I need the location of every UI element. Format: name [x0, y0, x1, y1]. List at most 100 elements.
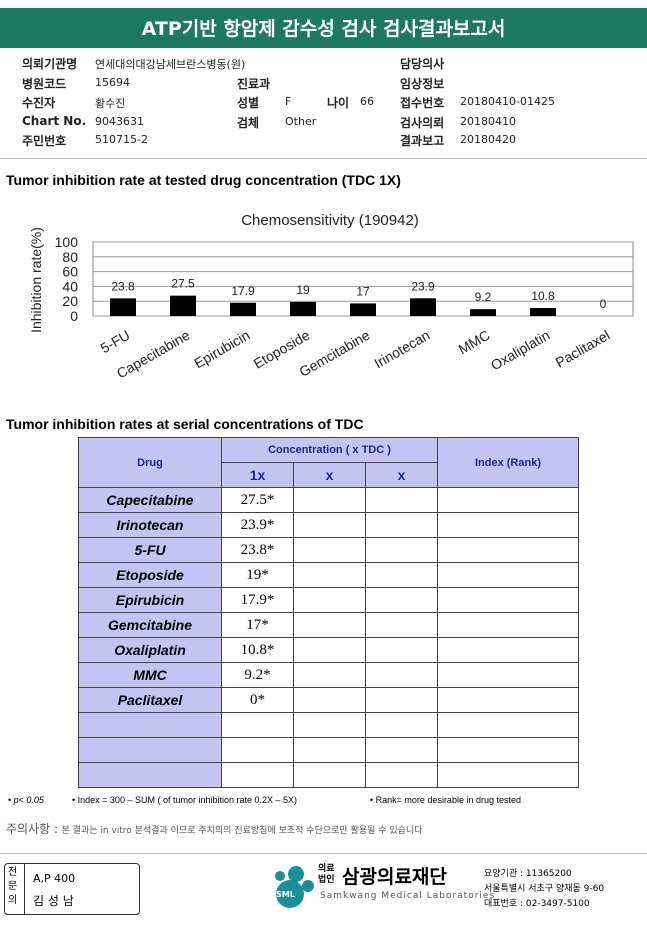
y-tick-label: 20 [62, 293, 78, 309]
empty-cell [365, 612, 438, 638]
table-row: Gemcitabine 17* [78, 612, 579, 638]
info-label: 담당의사 [400, 57, 445, 71]
y-tick-label: 80 [62, 249, 78, 265]
column-header: x [293, 462, 366, 488]
drug-cell: MMC [78, 662, 222, 688]
value-cell: 27.5* [221, 487, 294, 513]
bar [170, 295, 196, 316]
section-title: Tumor inhibition rate at tested drug con… [6, 172, 401, 188]
empty-cell [221, 712, 294, 738]
footnote: • Rank= more desirable in drug tested [370, 795, 521, 805]
footnote: • p< 0.05 [8, 795, 44, 805]
footnote-text: p< 0.05 [13, 795, 44, 805]
info-label: Chart No. [22, 114, 87, 128]
empty-cell [437, 587, 579, 613]
info-value: 20180410-01425 [460, 95, 555, 108]
info-value: 20180420 [460, 133, 516, 146]
empty-cell [293, 662, 366, 688]
info-value: 20180410 [460, 115, 516, 128]
empty-cell [365, 537, 438, 563]
empty-cell [365, 512, 438, 538]
drug-header: Drug [78, 437, 222, 488]
section-title: Tumor inhibition rates at serial concent… [6, 416, 364, 432]
table-row [78, 712, 579, 738]
table-row: Etoposide 19* [78, 562, 579, 588]
empty-cell [293, 587, 366, 613]
notice-label: 주의사항 : [6, 822, 59, 836]
data-label: 17 [356, 284, 370, 298]
bar [230, 302, 256, 316]
table-row [78, 762, 579, 788]
table-row: Epirubicin 17.9* [78, 587, 579, 613]
y-tick-label: 60 [62, 264, 78, 280]
info-value: Other [285, 115, 317, 128]
empty-cell [365, 712, 438, 738]
info-value: 연세대의대강남세브란스병동(원) [95, 58, 246, 71]
bar [410, 298, 436, 316]
info-value: 황수진 [95, 97, 126, 110]
info-label: 의뢰기관명 [22, 57, 78, 71]
chart-title: Chemosensitivity (190942) [241, 212, 419, 229]
empty-cell [365, 487, 438, 513]
empty-drug-cell [78, 762, 222, 788]
divider [24, 863, 25, 915]
drug-cell: Etoposide [78, 562, 222, 588]
empty-cell [437, 487, 579, 513]
y-tick-label: 40 [62, 278, 78, 294]
divider [0, 853, 647, 854]
data-label: 0 [600, 297, 607, 311]
signature-role: 전문의 [8, 867, 18, 906]
column-header: x [365, 462, 438, 488]
logo [275, 866, 314, 908]
drug-cell: Irinotecan [78, 512, 222, 538]
empty-cell [365, 637, 438, 663]
empty-cell [293, 637, 366, 663]
info-label: 나이 [327, 96, 350, 110]
table-row: Irinotecan 23.9* [78, 512, 579, 538]
empty-drug-cell [78, 737, 222, 763]
header-row: Drug Concentration ( x TDC ) Index (Rank… [78, 437, 579, 488]
drug-cell: Capecitabine [78, 487, 222, 513]
title-bar [0, 8, 647, 48]
empty-cell [221, 737, 294, 763]
table-body: Drug Concentration ( x TDC ) Index (Rank… [78, 437, 579, 788]
empty-cell [437, 537, 579, 563]
empty-cell [437, 662, 579, 688]
empty-cell [293, 512, 366, 538]
data-label: 23.9 [411, 279, 435, 293]
info-label: 병원코드 [22, 77, 67, 91]
empty-cell [293, 712, 366, 738]
empty-cell [365, 737, 438, 763]
x-tick-label: MMC [456, 327, 493, 358]
value-cell: 19* [221, 562, 294, 588]
notice: 주의사항 : 본 결과는 in vitro 분석결과 이므로 주치의의 진료방침… [6, 820, 423, 837]
drug-cell: Paclitaxel [78, 687, 222, 713]
x-tick-label: Paclitaxel [553, 327, 613, 371]
info-label: 검사의뢰 [400, 116, 445, 130]
header-row: 1x x x [79, 462, 579, 488]
info-label: 주민번호 [22, 134, 67, 148]
table-row: Paclitaxel 0* [78, 687, 579, 713]
logo-text: SML [276, 890, 295, 899]
empty-cell [293, 537, 366, 563]
empty-cell [365, 587, 438, 613]
empty-cell [293, 762, 366, 788]
empty-cell [365, 562, 438, 588]
bar [110, 298, 136, 316]
org-prefix: 의료법인 [318, 864, 335, 885]
data-label: 19 [296, 283, 310, 297]
empty-cell [365, 687, 438, 713]
info-label: 임상정보 [400, 77, 445, 91]
value-cell: 17* [221, 612, 294, 638]
empty-cell [293, 687, 366, 713]
empty-cell [437, 687, 579, 713]
value-cell: 10.8* [221, 637, 294, 663]
table-row: Oxaliplatin 10.8* [78, 637, 579, 663]
empty-cell [221, 762, 294, 788]
bar [470, 309, 496, 316]
empty-cell [437, 512, 579, 538]
empty-cell [293, 612, 366, 638]
y-tick-label: 100 [55, 234, 79, 250]
info-value: 15694 [95, 76, 130, 89]
